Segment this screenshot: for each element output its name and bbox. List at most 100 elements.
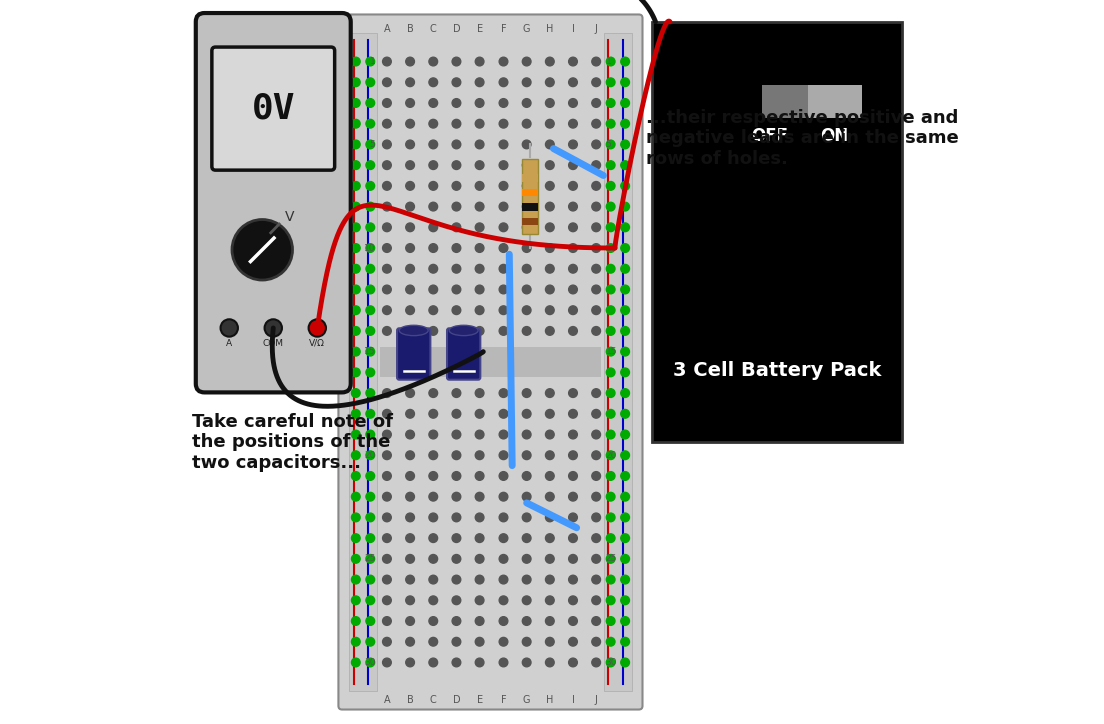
Text: 25: 25 — [606, 555, 617, 563]
Circle shape — [606, 617, 615, 626]
Text: F: F — [501, 695, 507, 705]
Circle shape — [383, 576, 391, 584]
Circle shape — [475, 389, 484, 397]
Circle shape — [365, 182, 374, 190]
Circle shape — [569, 182, 577, 190]
Circle shape — [606, 57, 615, 66]
Circle shape — [406, 78, 414, 87]
Circle shape — [569, 451, 577, 460]
Text: A: A — [383, 695, 390, 705]
Circle shape — [592, 596, 601, 605]
Circle shape — [522, 555, 531, 563]
Circle shape — [569, 410, 577, 418]
Circle shape — [499, 202, 508, 211]
Circle shape — [429, 410, 437, 418]
Circle shape — [406, 182, 414, 190]
Circle shape — [606, 78, 615, 87]
Circle shape — [522, 513, 531, 522]
Circle shape — [569, 327, 577, 335]
Circle shape — [429, 389, 437, 397]
Circle shape — [569, 119, 577, 128]
Bar — [349, 33, 376, 691]
Circle shape — [365, 119, 374, 128]
Circle shape — [406, 410, 414, 418]
Circle shape — [429, 161, 437, 169]
Circle shape — [351, 637, 360, 646]
Circle shape — [351, 285, 360, 294]
Circle shape — [569, 223, 577, 232]
Circle shape — [606, 348, 615, 356]
Circle shape — [522, 451, 531, 460]
Circle shape — [499, 161, 508, 169]
Circle shape — [453, 264, 460, 273]
Circle shape — [620, 492, 629, 501]
Circle shape — [475, 306, 484, 314]
Circle shape — [383, 264, 391, 273]
Circle shape — [429, 637, 437, 646]
Circle shape — [522, 430, 531, 439]
Bar — [522, 189, 539, 196]
Circle shape — [592, 161, 601, 169]
Circle shape — [522, 119, 531, 128]
Circle shape — [429, 264, 437, 273]
Circle shape — [351, 264, 360, 273]
Text: ON: ON — [820, 127, 848, 145]
Circle shape — [620, 513, 629, 522]
Circle shape — [453, 555, 460, 563]
Circle shape — [429, 182, 437, 190]
Text: D: D — [453, 24, 460, 34]
Circle shape — [221, 319, 238, 337]
Circle shape — [620, 140, 629, 148]
Bar — [522, 203, 539, 211]
Circle shape — [383, 471, 391, 480]
Circle shape — [265, 319, 282, 337]
Circle shape — [383, 596, 391, 605]
Circle shape — [429, 119, 437, 128]
Circle shape — [429, 306, 437, 314]
Text: Take careful note of
the positions of the
two capacitors...: Take careful note of the positions of th… — [192, 413, 393, 472]
Circle shape — [545, 451, 554, 460]
Circle shape — [620, 264, 629, 273]
Circle shape — [365, 368, 374, 376]
Circle shape — [545, 658, 554, 667]
Circle shape — [406, 596, 414, 605]
Text: I: I — [572, 695, 574, 705]
Circle shape — [606, 658, 615, 667]
Circle shape — [592, 658, 601, 667]
Circle shape — [406, 637, 414, 646]
Circle shape — [453, 285, 460, 294]
Circle shape — [569, 202, 577, 211]
Circle shape — [592, 555, 601, 563]
Circle shape — [620, 327, 629, 335]
Circle shape — [606, 389, 615, 397]
Circle shape — [522, 471, 531, 480]
Circle shape — [606, 223, 615, 232]
Circle shape — [429, 451, 437, 460]
Circle shape — [499, 119, 508, 128]
Circle shape — [453, 98, 460, 107]
Circle shape — [499, 617, 508, 626]
Circle shape — [545, 637, 554, 646]
Circle shape — [606, 140, 615, 148]
Circle shape — [522, 306, 531, 314]
Circle shape — [545, 57, 554, 66]
Circle shape — [522, 161, 531, 169]
Circle shape — [592, 410, 601, 418]
Circle shape — [569, 555, 577, 563]
Circle shape — [499, 223, 508, 232]
Circle shape — [569, 389, 577, 397]
Circle shape — [383, 327, 391, 335]
Circle shape — [429, 471, 437, 480]
Circle shape — [569, 471, 577, 480]
Circle shape — [429, 513, 437, 522]
Circle shape — [620, 244, 629, 253]
Circle shape — [522, 264, 531, 273]
Circle shape — [569, 264, 577, 273]
Text: 10: 10 — [606, 243, 617, 253]
Circle shape — [383, 492, 391, 501]
Ellipse shape — [449, 325, 478, 336]
Circle shape — [499, 576, 508, 584]
Circle shape — [545, 182, 554, 190]
Circle shape — [569, 57, 577, 66]
Circle shape — [383, 555, 391, 563]
